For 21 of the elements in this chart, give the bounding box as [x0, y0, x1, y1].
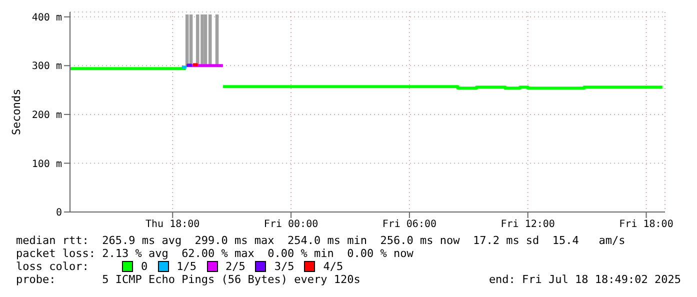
x-tick-label: Fri 00:00: [264, 219, 318, 230]
x-tick-label: Fri 18:00: [619, 219, 674, 230]
y-tick-label: 0: [56, 208, 62, 219]
y-tick-label: 300 m: [32, 61, 62, 72]
text: probe: 5 ICMP Echo Pings (56 Bytes) every 120s: [16, 273, 360, 286]
legend-label: 3/5: [274, 260, 294, 273]
x-tick-label: Thu 18:00: [146, 219, 200, 230]
legend-title: loss color:: [16, 260, 90, 273]
legend-label: 4/5: [323, 260, 344, 273]
text: median rtt: 265.9 ms avg 299.0 ms max 254.0 ms min 256.0 ms now 17.2 ms sd 15.4 am/s: [16, 234, 626, 247]
y-axis-title: Seconds: [10, 88, 23, 136]
text: packet loss: 2.13 % avg 62.00 % max 0.00 % min 0.00 % now: [16, 247, 414, 260]
y-tick-label: 200 m: [32, 110, 62, 121]
text: end: Fri Jul 18 18:49:02 2025: [488, 273, 681, 286]
y-tick-label: 400 m: [32, 12, 62, 24]
legend-label: 1/5: [176, 260, 196, 273]
x-tick-label: Fri 12:00: [500, 219, 555, 230]
legend-label: 2/5: [226, 260, 246, 273]
y-tick-label: 100 m: [32, 158, 62, 170]
x-tick-label: Fri 06:00: [382, 219, 437, 230]
legend-label: 0: [141, 260, 148, 273]
